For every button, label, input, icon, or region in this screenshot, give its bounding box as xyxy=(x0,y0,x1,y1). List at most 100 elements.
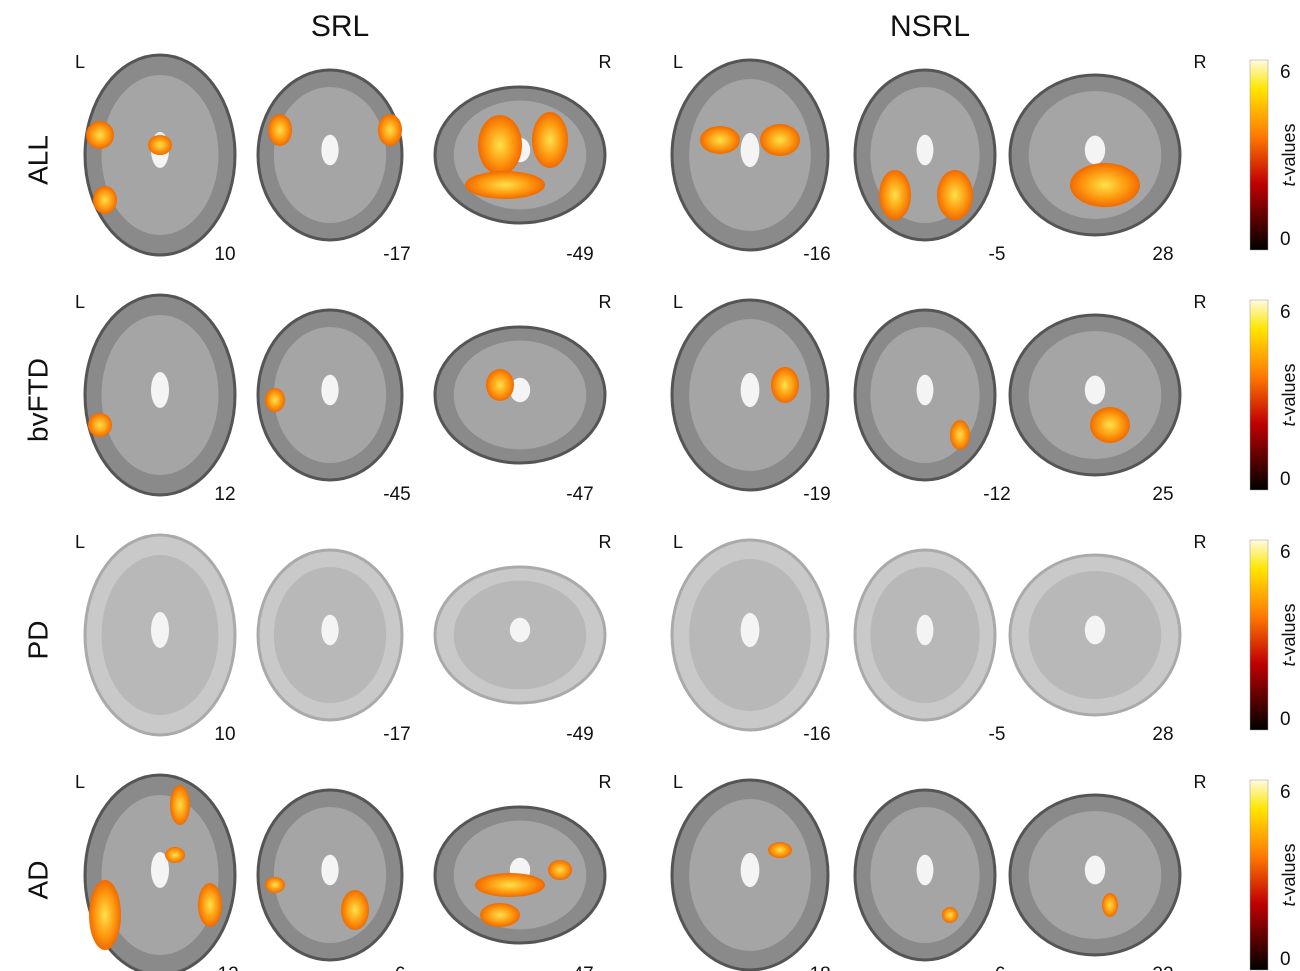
activation xyxy=(165,847,185,863)
slice-number: -6 xyxy=(389,964,406,971)
brain-slice xyxy=(1008,73,1182,237)
row-label: ALL xyxy=(22,135,53,185)
activation xyxy=(378,114,402,146)
colorbar-label: t-values xyxy=(1279,123,1299,186)
slice-number: 28 xyxy=(1152,244,1173,265)
row-label: bvFTD xyxy=(22,358,53,442)
side-label: R xyxy=(1194,532,1207,552)
activation xyxy=(760,124,800,156)
side-label: L xyxy=(75,532,85,552)
slice-number: -6 xyxy=(989,964,1006,971)
slice-number: -19 xyxy=(803,484,830,505)
activation xyxy=(950,420,970,450)
brain-slice xyxy=(83,773,237,971)
side-label: R xyxy=(1194,292,1207,312)
activation xyxy=(465,171,545,199)
activation xyxy=(548,860,572,880)
colorbar-label-rest: -values xyxy=(1279,603,1299,661)
slice-number: -49 xyxy=(566,244,593,265)
activation xyxy=(486,369,514,401)
ventricle xyxy=(1084,615,1106,645)
ventricle xyxy=(916,614,934,646)
ventricle xyxy=(1084,855,1106,885)
ventricle xyxy=(151,852,169,888)
brain-slice xyxy=(256,68,404,242)
side-label: R xyxy=(599,532,612,552)
slice-number: 10 xyxy=(214,724,235,745)
slice-number: -12 xyxy=(983,484,1010,505)
ventricle xyxy=(151,612,169,648)
slice-number: -5 xyxy=(989,724,1006,745)
colorbar-label: t-values xyxy=(1279,603,1299,666)
slice-number: -47 xyxy=(566,484,593,505)
colorbar xyxy=(1249,779,1269,971)
activation xyxy=(93,186,117,214)
activation xyxy=(480,903,520,927)
activation xyxy=(937,170,973,220)
ventricle xyxy=(321,614,339,646)
ventricle xyxy=(740,372,760,408)
brain-slice xyxy=(83,293,237,497)
brain-slice xyxy=(433,325,607,465)
slice-number: 22 xyxy=(1152,964,1173,971)
brain-slice xyxy=(83,533,237,737)
slice-number: -16 xyxy=(803,244,830,265)
activation xyxy=(198,883,222,927)
row-label: PD xyxy=(22,621,53,660)
brain-slice xyxy=(256,788,404,962)
brain-slice xyxy=(1008,793,1182,957)
activation xyxy=(148,135,172,155)
colorbar-tick: 6 xyxy=(1280,62,1291,83)
activation xyxy=(478,115,522,175)
activation xyxy=(268,114,292,146)
brain-slice xyxy=(256,548,404,722)
colorbar-label-italic: t xyxy=(1279,421,1299,427)
slice-number: 12 xyxy=(214,484,235,505)
brain-slice xyxy=(853,308,997,482)
activation xyxy=(86,121,114,149)
brain-slice xyxy=(670,58,830,252)
activation xyxy=(1070,163,1140,207)
brain-slice xyxy=(853,548,997,722)
colorbar-tick: 0 xyxy=(1280,949,1291,970)
activation xyxy=(475,873,545,897)
side-label: R xyxy=(1194,772,1207,792)
column-title: SRL xyxy=(311,10,369,43)
activation xyxy=(1102,893,1118,917)
ventricle xyxy=(151,372,169,408)
brain-slice xyxy=(433,805,607,945)
colorbar-label-rest: -values xyxy=(1279,123,1299,181)
side-label: L xyxy=(673,292,683,312)
slice-number: -12 xyxy=(211,964,238,971)
ventricle xyxy=(916,854,934,886)
colorbar-tick: 0 xyxy=(1280,469,1291,490)
activation xyxy=(170,785,190,825)
brain-slice xyxy=(256,308,404,482)
brain-slice xyxy=(1008,553,1182,717)
activation xyxy=(771,367,799,403)
colorbar-label-italic: t xyxy=(1279,181,1299,187)
slice-number: -16 xyxy=(803,724,830,745)
side-label: R xyxy=(1194,52,1207,72)
slice-number: -45 xyxy=(383,484,410,505)
activation xyxy=(532,112,568,168)
side-label: L xyxy=(75,52,85,72)
ventricle xyxy=(740,612,760,648)
ventricle xyxy=(1084,135,1106,165)
side-label: L xyxy=(75,292,85,312)
brain-slice xyxy=(433,565,607,705)
activation xyxy=(88,413,112,437)
activation xyxy=(89,880,121,950)
colorbar xyxy=(1249,299,1269,491)
colorbar-tick: 6 xyxy=(1280,302,1291,323)
brain-slice xyxy=(670,778,830,971)
activation xyxy=(700,126,740,154)
colorbar-tick: 6 xyxy=(1280,542,1291,563)
slice-number: 28 xyxy=(1152,724,1173,745)
side-label: L xyxy=(673,532,683,552)
colorbar-tick: 0 xyxy=(1280,229,1291,250)
ventricle xyxy=(321,374,339,406)
brain-slice xyxy=(1008,313,1182,477)
slice-number: -17 xyxy=(383,244,410,265)
slice-number: -5 xyxy=(989,244,1006,265)
